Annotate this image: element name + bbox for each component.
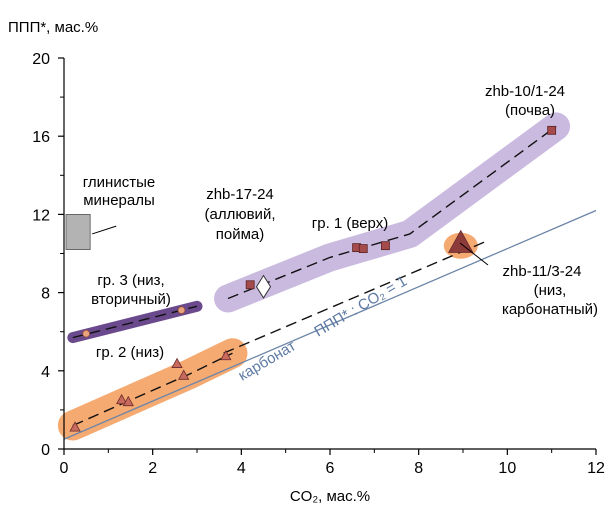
point-group-2: [122, 395, 134, 407]
annotation-gr2: гр. 2 (низ): [96, 344, 164, 361]
x-tick-label: 2: [148, 460, 157, 477]
x-tick-label: 0: [60, 460, 69, 477]
y-tick-label: 8: [41, 286, 50, 303]
annotation-gr1: гр. 1 (верх): [312, 215, 388, 232]
reference-line: [63, 209, 597, 440]
annotation-s11-line1: zhb-11/3-24: [503, 263, 582, 280]
point-group-3: [177, 306, 186, 315]
tick-marks: 0 2 4 6 8 10 12 0 4 8 12 16 20: [32, 51, 605, 477]
x-tick-label: 4: [237, 460, 246, 477]
point-group-1: [547, 125, 557, 135]
clay-leader-line: [92, 225, 117, 235]
annotation-gr3-line1: гр. 3 (низ,: [97, 272, 164, 289]
y-tick-label: 12: [32, 207, 50, 224]
x-tick-label: 8: [414, 460, 423, 477]
annotation-s17-line3: пойма): [216, 226, 265, 243]
point-zhb-11-3-24: [448, 229, 474, 253]
y-tick-label: 0: [41, 442, 50, 459]
point-group-2: [220, 349, 232, 361]
annotation-s10-line2: (почва): [505, 102, 555, 119]
annotation-s10-line1: zhb-10/1-24: [485, 83, 565, 100]
trend-lines: [72, 125, 557, 427]
trend-group-3: [72, 305, 198, 339]
trend-carbonate: [223, 241, 486, 354]
reference-line-group: [63, 209, 597, 440]
y-tick-label: 4: [41, 364, 50, 381]
annotation-s17-line2: (аллювий,: [205, 206, 276, 223]
point-zhb-17-24: [255, 274, 272, 299]
point-group-3: [82, 329, 91, 338]
x-tick-label: 6: [326, 460, 335, 477]
x-tick-label: 12: [587, 460, 605, 477]
y-axis-title: ППП*, мас.%: [8, 19, 98, 36]
trend-group-2: [72, 352, 233, 427]
x-axis-title: CO₂, мас.%: [290, 488, 370, 505]
point-group-2: [171, 357, 183, 368]
point-group-2: [178, 369, 190, 380]
annotation-s11-line3: карбонатный): [502, 301, 598, 318]
leader-line-s11: [459, 242, 489, 266]
data-points: [69, 125, 557, 432]
trend-group-1: [227, 125, 557, 300]
x-tick-label: 10: [498, 460, 516, 477]
point-group-2: [116, 393, 128, 405]
annotation-gr3-line2: вторичный): [91, 291, 171, 308]
point-group-1: [245, 280, 255, 290]
clay-minerals-box: [65, 213, 117, 250]
annotation-s11-line2: (низ,: [534, 282, 567, 299]
point-group-2: [69, 421, 81, 432]
reference-ratio-label: ППП* : CO₂ = 1: [311, 273, 410, 341]
annotation-s17-line1: zhb-17-24: [206, 186, 274, 203]
clay-label-line2: минералы: [83, 192, 155, 209]
point-group-1: [358, 244, 368, 254]
y-tick-label: 16: [32, 129, 50, 146]
point-group-1: [381, 241, 390, 251]
clay-box: [65, 213, 91, 250]
y-tick-label: 20: [32, 51, 50, 68]
clay-label-line1: глинистые: [83, 174, 155, 191]
